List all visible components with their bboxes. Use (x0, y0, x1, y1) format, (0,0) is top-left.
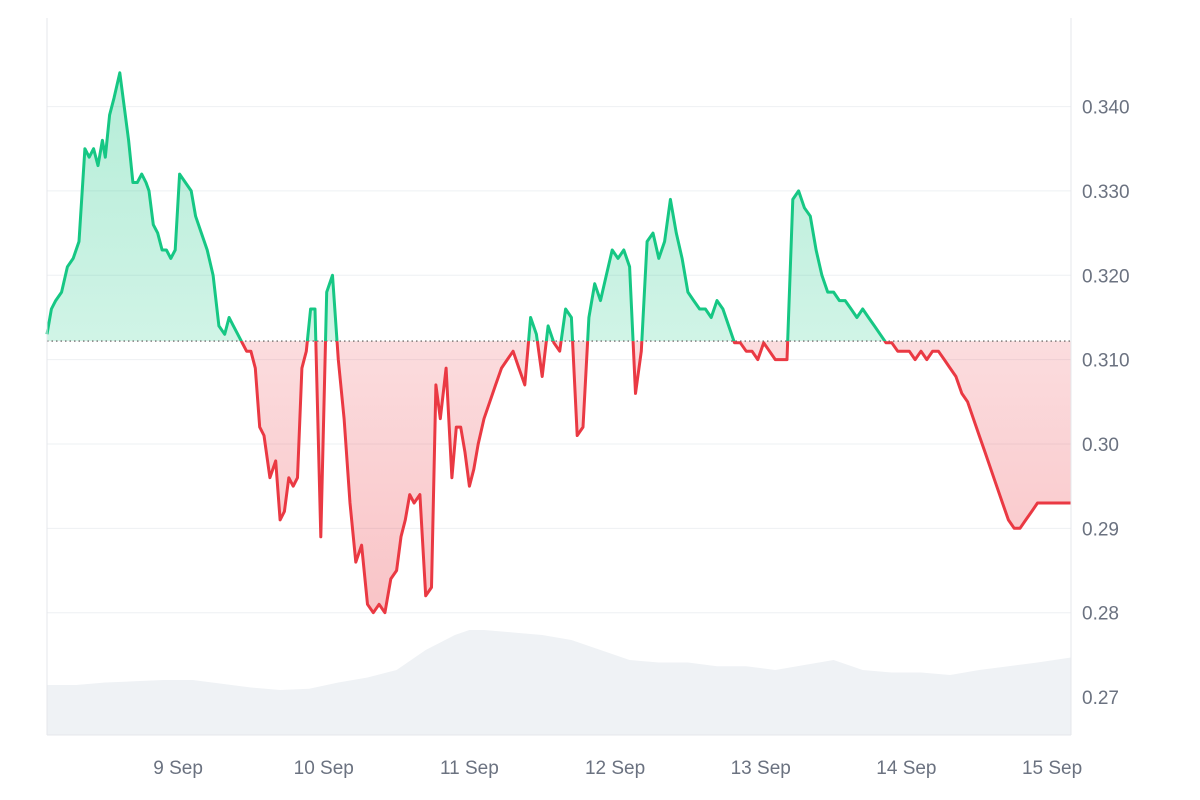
grid-lines (47, 106, 1071, 698)
price-line-up (45, 71, 887, 342)
x-tick-label: 13 Sep (731, 758, 791, 779)
area-below-baseline (47, 341, 1071, 613)
x-tick-label: 10 Sep (294, 758, 354, 779)
x-axis-ticks: 9 Sep 10 Sep 11 Sep 12 Sep 13 Sep 14 Sep 15 Se… (153, 758, 1082, 779)
price-area (47, 72, 1071, 613)
y-tick-label: 0.27 (1082, 688, 1119, 709)
x-tick-label: 15 Sep (1022, 758, 1082, 779)
y-tick-label: 0.310 (1082, 351, 1130, 372)
price-line (45, 71, 1071, 615)
y-tick-label: 0.29 (1082, 519, 1119, 540)
y-axis-ticks: 0.340 0.330 0.320 0.310 0.30 0.29 0.28 0.27 (1082, 98, 1130, 709)
y-tick-label: 0.330 (1082, 182, 1130, 203)
x-tick-label: 9 Sep (153, 758, 203, 779)
y-tick-label: 0.30 (1082, 435, 1119, 456)
chart-axes (46, 18, 1072, 736)
volume-series (47, 630, 1071, 735)
area-above-baseline (47, 72, 885, 342)
x-tick-label: 12 Sep (585, 758, 645, 779)
x-tick-label: 14 Sep (876, 758, 936, 779)
price-line-down (239, 341, 1071, 615)
x-tick-label: 11 Sep (440, 758, 499, 779)
y-tick-label: 0.320 (1082, 266, 1130, 287)
volume-area (47, 630, 1071, 735)
y-tick-label: 0.340 (1082, 98, 1130, 119)
y-tick-label: 0.28 (1082, 604, 1119, 625)
